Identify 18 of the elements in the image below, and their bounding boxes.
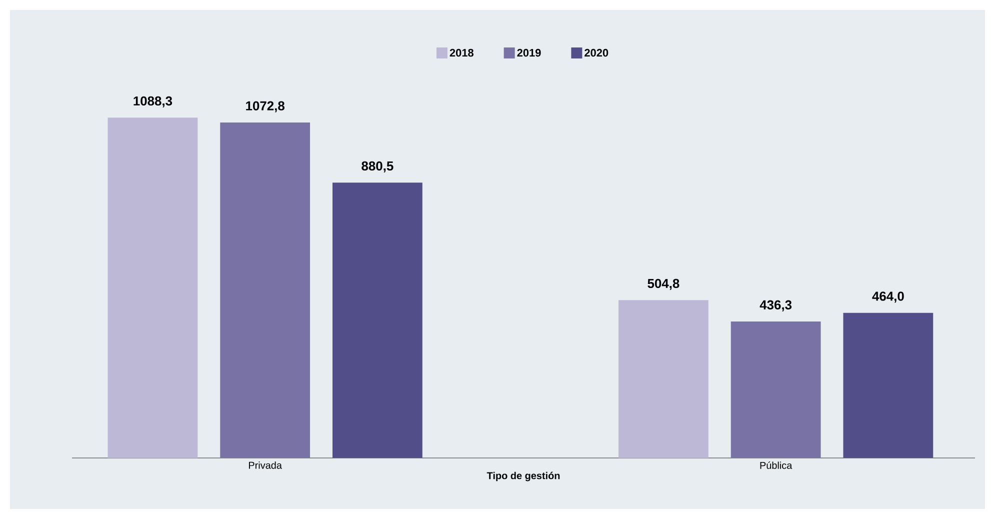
- x-tick-label: Privada: [248, 462, 282, 469]
- x-tick-label: Pública: [760, 461, 792, 469]
- bar: [618, 300, 708, 458]
- bar: [843, 312, 934, 458]
- data-label: 1088,3: [134, 96, 172, 108]
- bar: [220, 122, 310, 458]
- data-label: 464,0: [872, 292, 904, 303]
- bar: [332, 182, 422, 458]
- data-label: 436,3: [760, 300, 792, 312]
- legend-label: 2019: [517, 48, 541, 57]
- x-axis-title: Tipo de gestión: [486, 472, 560, 482]
- legend-label: 2020: [584, 48, 608, 57]
- bar: [730, 322, 821, 458]
- bar: [108, 118, 198, 458]
- data-label: 880,5: [362, 161, 394, 172]
- data-label: 504,8: [648, 278, 680, 290]
- legend-label: 2018: [450, 48, 474, 57]
- data-label: 1072,8: [246, 101, 284, 112]
